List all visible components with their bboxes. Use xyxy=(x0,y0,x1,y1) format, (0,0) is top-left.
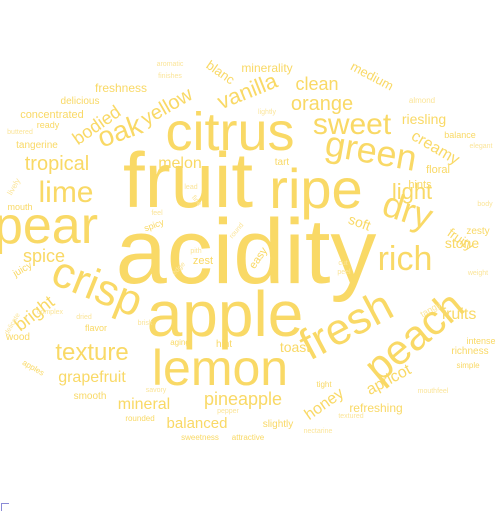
word-slightly: slightly xyxy=(263,419,294,430)
word-freshness: freshness xyxy=(95,81,147,95)
word-richness: richness xyxy=(451,346,488,357)
word-melon: melon xyxy=(158,155,202,172)
word-lead: lead xyxy=(184,184,197,191)
word-concentrated: concentrated xyxy=(20,109,84,121)
word-smooth: smooth xyxy=(74,391,107,402)
word-cut: cut xyxy=(338,260,347,267)
word-lime: lime xyxy=(38,176,93,209)
word-toast: toast xyxy=(280,339,310,355)
word-body: body xyxy=(477,201,493,208)
word-mouth: mouth xyxy=(7,202,32,212)
word-flavor: flavor xyxy=(85,323,107,333)
word-peel: peel xyxy=(337,269,351,276)
word-apple: apple xyxy=(147,278,304,350)
word-balanced: balanced xyxy=(167,415,228,432)
word-ready: ready xyxy=(37,120,60,130)
word-intense: intense xyxy=(466,336,495,346)
word-aromatic: aromatic xyxy=(157,61,184,68)
word-zest: zest xyxy=(193,255,213,267)
word-feel: feel xyxy=(151,210,163,217)
word-almond: almond xyxy=(409,96,435,105)
word-light: light xyxy=(392,179,432,204)
word-fruits: fruits xyxy=(442,306,477,323)
word-delicious: delicious xyxy=(61,96,100,107)
corner-marker xyxy=(1,503,9,511)
word-tangerine: tangerine xyxy=(16,140,58,151)
word-mouthfeel: mouthfeel xyxy=(418,388,449,395)
word-balance: balance xyxy=(444,130,476,140)
word-pith: pith xyxy=(190,248,201,255)
word-riesling: riesling xyxy=(402,111,446,127)
word-pepper: pepper xyxy=(217,408,239,415)
word-elegant: elegant xyxy=(470,143,493,150)
word-dried: dried xyxy=(76,314,92,321)
word-minerality: minerality xyxy=(241,61,292,75)
word-rounded: rounded xyxy=(125,414,154,423)
word-tart: tart xyxy=(275,157,290,168)
word-citrus: citrus xyxy=(165,102,294,162)
word-clean: clean xyxy=(295,74,338,94)
word-grapefruit: grapefruit xyxy=(58,369,126,386)
word-acidity: acidity xyxy=(116,201,377,303)
word-attractive: attractive xyxy=(232,433,265,442)
word-mineral: mineral xyxy=(118,396,170,413)
word-buttered: buttered xyxy=(7,129,33,136)
word-spice: spice xyxy=(23,246,65,266)
word-lemon: lemon xyxy=(152,340,288,396)
word-lightly: lightly xyxy=(258,109,276,116)
word-medium: medium xyxy=(348,59,396,94)
word-weight: weight xyxy=(467,270,488,277)
word-sweet: sweet xyxy=(313,108,392,141)
word-ripe: ripe xyxy=(269,157,362,220)
word-nectarine: nectarine xyxy=(304,428,333,435)
word-brisk: brisk xyxy=(138,320,153,327)
word-fruit: fruit xyxy=(123,136,253,224)
word-tropical: tropical xyxy=(25,153,89,175)
word-tight: tight xyxy=(316,380,332,389)
word-sweetness: sweetness xyxy=(181,433,219,442)
word-hints: hints xyxy=(408,179,432,191)
word-pear: pear xyxy=(0,197,98,255)
word-savory: savory xyxy=(146,387,167,394)
word-wood: wood xyxy=(5,332,30,343)
word-aging: aging xyxy=(170,338,190,347)
word-finishes: finishes xyxy=(158,73,182,80)
word-lively: lively xyxy=(5,177,22,197)
word-apples: apples xyxy=(21,358,46,378)
word-zesty: zesty xyxy=(466,226,489,237)
word-orange: orange xyxy=(291,93,353,115)
word-floral: floral xyxy=(426,164,450,176)
word-complex: complex xyxy=(37,309,64,316)
word-soft: soft xyxy=(346,211,373,234)
word-hint: hint xyxy=(216,339,232,350)
word-refreshing: refreshing xyxy=(349,401,402,415)
word-textured: textured xyxy=(338,413,363,420)
word-simple: simple xyxy=(456,361,480,370)
word-texture: texture xyxy=(55,339,128,366)
word-stone: stone xyxy=(445,235,479,251)
word-pineapple: pineapple xyxy=(204,389,282,409)
word-rich: rich xyxy=(378,240,433,278)
